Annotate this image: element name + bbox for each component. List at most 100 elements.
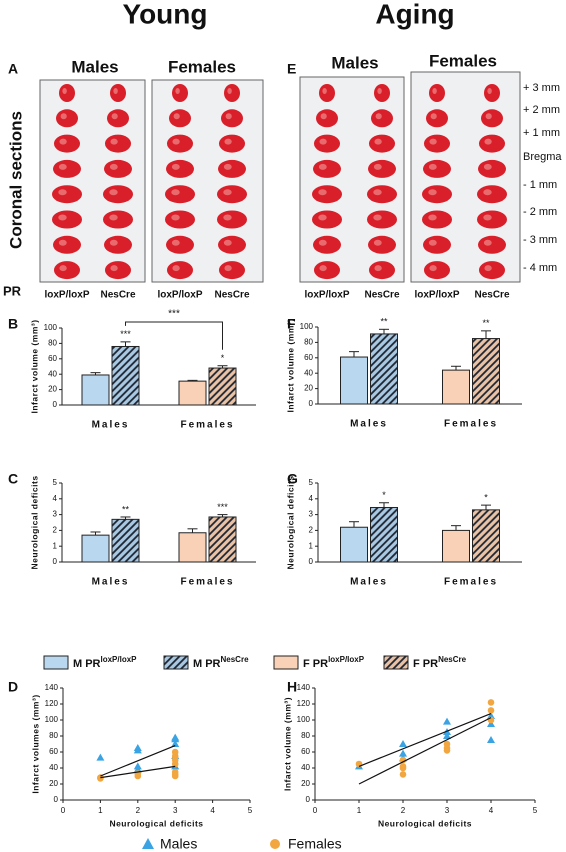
- brain-section: [478, 159, 506, 178]
- brain-sections: [39, 71, 521, 283]
- x-tick-label: 4: [489, 806, 494, 815]
- brain-section: [313, 235, 341, 254]
- brain-section-detail: [318, 214, 327, 221]
- brain-section: [477, 185, 507, 204]
- brain-section: [103, 210, 133, 229]
- column-label: NesCre: [214, 290, 249, 301]
- brain-section: [426, 109, 448, 128]
- brain-section-detail: [429, 138, 437, 145]
- brain-section-detail: [224, 138, 232, 145]
- y-tick-label: 60: [49, 747, 58, 756]
- bar: [472, 338, 500, 405]
- legend-marker: [270, 839, 280, 849]
- x-tick-label: 5: [533, 806, 538, 815]
- brain-section-detail: [110, 138, 118, 145]
- panel-letter: E: [287, 61, 296, 77]
- pr-label: PR: [3, 283, 22, 298]
- brain-section: [312, 185, 342, 204]
- significance: *: [382, 490, 386, 500]
- brain-section: [369, 261, 395, 280]
- y-tick-label: 120: [297, 699, 311, 708]
- brain-section: [169, 109, 191, 128]
- y-tick-label: 3: [309, 510, 314, 519]
- point: [487, 720, 495, 727]
- fit-line: [358, 713, 492, 767]
- brain-section-detail: [322, 88, 327, 94]
- legend-label: M PRNesCre: [193, 655, 249, 670]
- brain-section-detail: [484, 138, 492, 145]
- fit-line: [358, 717, 492, 785]
- x-tick-label: 3: [445, 806, 450, 815]
- legend-label: M PRloxP/loxP: [73, 655, 137, 670]
- brain-section: [477, 210, 507, 229]
- brain-section-detail: [59, 265, 67, 272]
- image-frame: [151, 79, 264, 283]
- brain-section-detail: [109, 214, 118, 221]
- bracket-label: ***: [168, 309, 180, 320]
- x-tick-label: Females: [444, 577, 498, 588]
- brain-section-detail: [110, 265, 118, 272]
- brain-section-detail: [111, 113, 118, 120]
- x-tick-label: 0: [313, 806, 318, 815]
- bar: [340, 356, 368, 405]
- y-axis-label: Infarct volumes (mm³): [30, 694, 40, 793]
- brain-section-detail: [483, 239, 492, 246]
- point: [171, 772, 179, 780]
- brain-section-detail: [223, 239, 232, 246]
- brain-section: [218, 235, 246, 254]
- column-label: loxP/loxP: [414, 290, 459, 301]
- brain-section: [423, 159, 451, 178]
- y-tick-label: 4: [53, 494, 58, 503]
- bar: [370, 333, 398, 405]
- panel-letter: B: [8, 316, 18, 332]
- level-label: - 4 mm: [523, 262, 557, 274]
- legend-swatch: [163, 655, 189, 670]
- bar: [340, 526, 368, 563]
- group-label: Females: [429, 51, 497, 70]
- title: Young: [122, 0, 207, 29]
- significance: *: [221, 353, 225, 363]
- brain-section-detail: [487, 88, 492, 94]
- point: [399, 749, 407, 757]
- y-tick-label: 0: [53, 557, 58, 566]
- y-tick-label: 100: [45, 715, 59, 724]
- y-tick-label: 140: [297, 683, 311, 692]
- brain-section: [166, 159, 194, 178]
- brain-section-detail: [175, 88, 180, 94]
- y-axis-label: Infarct volume (mm³): [29, 319, 39, 413]
- brain-section: [424, 261, 450, 280]
- bar: [208, 516, 237, 563]
- point: [133, 765, 142, 773]
- y-tick-label: 40: [304, 368, 313, 377]
- bar: [442, 369, 470, 405]
- brain-section-detail: [223, 189, 232, 196]
- bar: [370, 506, 398, 563]
- legend-label: Males: [160, 836, 197, 852]
- point: [487, 707, 495, 714]
- y-tick-label: 120: [45, 699, 59, 708]
- x-tick-label: 1: [357, 806, 362, 815]
- significance: **: [482, 318, 490, 328]
- brain-section: [219, 134, 245, 153]
- point: [443, 717, 451, 725]
- brain-section: [105, 134, 131, 153]
- brain-section-detail: [319, 138, 327, 145]
- significance: **: [380, 317, 388, 327]
- brain-section-detail: [60, 113, 67, 120]
- bar: [81, 374, 110, 406]
- brain-section: [367, 185, 397, 204]
- significance: ***: [120, 329, 131, 339]
- y-tick-label: 140: [45, 683, 59, 692]
- image-frame: [39, 79, 146, 283]
- y-tick-label: 40: [48, 369, 57, 378]
- brain-section-detail: [173, 113, 180, 120]
- brain-section-detail: [430, 113, 437, 120]
- brain-section-detail: [171, 189, 180, 196]
- brain-section-detail: [58, 163, 67, 170]
- brain-section: [219, 261, 245, 280]
- brain-section-detail: [62, 88, 67, 94]
- fit-line: [100, 745, 176, 777]
- brain-section-detail: [320, 113, 327, 120]
- brain-section: [367, 210, 397, 229]
- y-tick-label: 80: [304, 338, 313, 347]
